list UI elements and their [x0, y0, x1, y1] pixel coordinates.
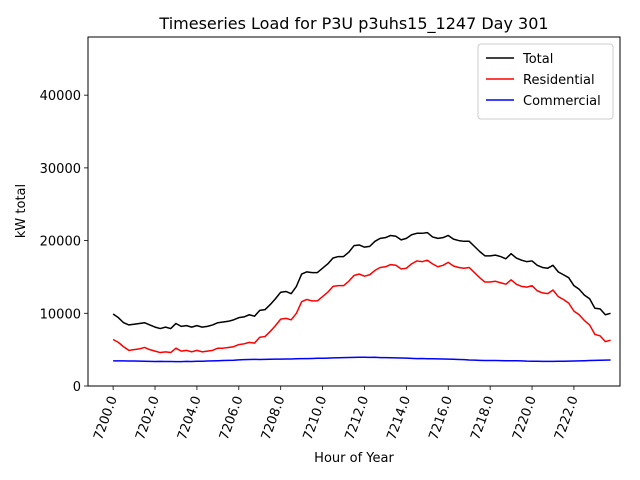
series-line-residential	[112, 259, 611, 354]
legend-label-commercial: Commercial	[523, 94, 601, 109]
y-tick-label: 40000	[40, 89, 81, 104]
legend-label-total: Total	[522, 52, 553, 67]
y-tick-label: 10000	[40, 307, 81, 322]
series-layer	[112, 231, 611, 363]
series-line-total	[112, 231, 611, 330]
y-tick-label: 30000	[40, 162, 81, 177]
legend: Total Residential Commercial	[477, 43, 614, 120]
y-tick-label: 20000	[40, 235, 81, 250]
y-axis-ticks: 0 10000 20000 30000 40000	[40, 89, 88, 395]
legend-label-residential: Residential	[523, 73, 595, 88]
chart-title: Timeseries Load for P3U p3uhs15_1247 Day…	[158, 14, 548, 34]
y-tick-label: 0	[73, 380, 81, 395]
y-axis-label: kW total	[14, 184, 29, 238]
series-line-commercial	[113, 356, 611, 363]
x-axis-label: Hour of Year	[314, 451, 394, 466]
plot-frame	[87, 36, 621, 387]
